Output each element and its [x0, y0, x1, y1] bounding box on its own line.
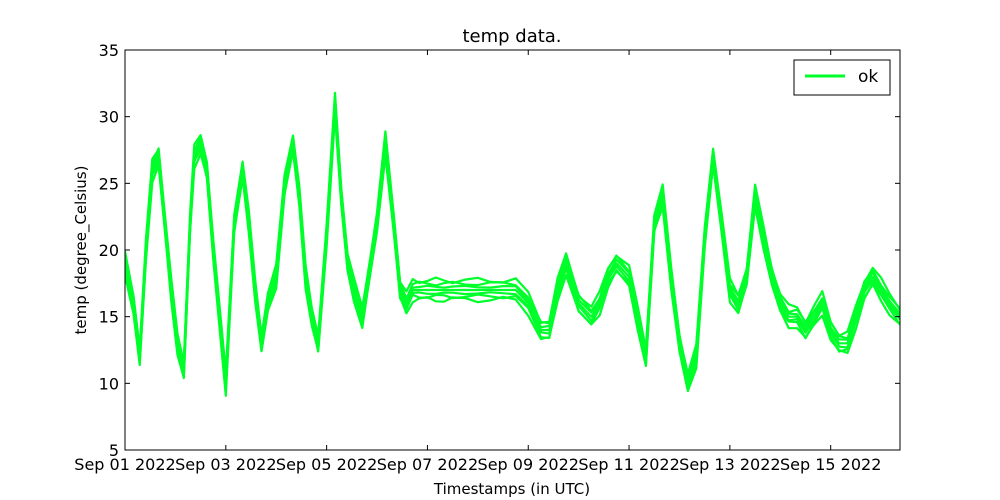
x-tick-label: Sep 07 2022 — [377, 455, 478, 474]
y-tick-label: 25 — [99, 174, 119, 193]
y-tick-label: 35 — [99, 41, 119, 60]
x-tick-label: Sep 03 2022 — [175, 455, 276, 474]
series-group — [125, 91, 900, 397]
y-tick-label: 15 — [99, 308, 119, 327]
series-line-ok-trace-5 — [125, 91, 900, 375]
y-tick-label: 5 — [109, 441, 119, 460]
x-axis: Sep 01 2022 Sep 03 2022 Sep 05 2022 Sep 07 … — [74, 50, 881, 474]
series-line-ok — [125, 102, 900, 385]
y-axis-label: temp (degree_Celsius) — [72, 166, 91, 335]
x-tick-label: Sep 01 2022 — [74, 455, 175, 474]
legend-label: ok — [858, 67, 878, 87]
y-tick-label: 20 — [99, 241, 119, 260]
series-line-ok-trace-4 — [125, 105, 900, 389]
legend: ok — [793, 59, 891, 96]
y-tick-label: 10 — [99, 374, 119, 393]
series-line-ok-trace-2 — [125, 107, 900, 392]
series-line-ok-trace-3 — [125, 100, 900, 382]
x-tick-label: Sep 15 2022 — [780, 455, 881, 474]
plot-area — [125, 91, 900, 397]
plot-frame — [124, 49, 901, 451]
x-tick-label: Sep 05 2022 — [276, 455, 377, 474]
y-axis: 5 10 15 20 25 30 35 — [99, 41, 900, 460]
x-tick-label: Sep 13 2022 — [679, 455, 780, 474]
series-line-ok-trace-6 — [125, 114, 900, 397]
x-axis-label: Timestamps (in UTC) — [433, 480, 590, 498]
chart-title: temp data. — [462, 26, 561, 47]
x-tick-label: Sep 11 2022 — [578, 455, 679, 474]
x-tick-label: Sep 09 2022 — [478, 455, 579, 474]
y-tick-label: 30 — [99, 108, 119, 127]
series-line-ok-trace-1 — [125, 96, 900, 379]
